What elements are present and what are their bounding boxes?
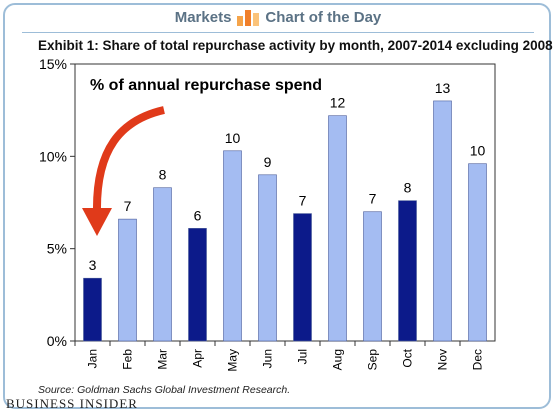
data-label-jul: 7 xyxy=(299,193,307,209)
data-label-aug: 12 xyxy=(330,95,346,111)
bar-dec xyxy=(468,163,487,342)
x-tick-label-mar: Mar xyxy=(156,349,170,370)
data-label-may: 10 xyxy=(225,130,241,146)
x-tick-label-apr: Apr xyxy=(191,349,205,368)
y-tick-label-15: 15% xyxy=(39,56,67,72)
x-tick-label-nov: Nov xyxy=(436,349,450,370)
chart-annotation: % of annual repurchase spend xyxy=(90,77,322,94)
chart-header: Markets Chart of the Day xyxy=(0,6,556,28)
bar-may xyxy=(223,150,242,342)
pointer-arrow xyxy=(92,106,165,213)
plot-area xyxy=(74,63,496,342)
bar-jul xyxy=(293,213,312,342)
publisher-logo: BUSINESS INSIDER xyxy=(6,396,138,412)
x-tick-label-jan: Jan xyxy=(86,349,100,368)
source-note: Source: Goldman Sachs Global Investment … xyxy=(38,384,291,396)
data-label-dec: 10 xyxy=(470,143,486,159)
data-label-jun: 9 xyxy=(264,154,272,170)
bar-sep xyxy=(363,211,382,342)
y-tick-label-0: 0% xyxy=(47,333,67,349)
x-tick-label-aug: Aug xyxy=(331,349,345,370)
bar-mar xyxy=(153,187,172,342)
publisher-name: BUSINESS INSIDER xyxy=(6,396,138,411)
card-frame xyxy=(3,3,551,409)
bar-aug xyxy=(328,115,347,342)
section-label[interactable]: Markets xyxy=(174,8,232,26)
bar-feb xyxy=(118,218,137,342)
bar-jan xyxy=(83,277,102,342)
x-tick-label-sep: Sep xyxy=(366,349,380,371)
y-tick-label-5: 5% xyxy=(47,241,67,257)
data-label-nov: 13 xyxy=(435,80,451,96)
data-label-sep: 7 xyxy=(369,191,377,207)
exhibit-title: Exhibit 1: Share of total repurchase act… xyxy=(38,38,553,53)
bar-apr xyxy=(188,228,207,342)
pointer-arrowhead xyxy=(82,208,112,236)
bar-nov xyxy=(433,100,452,342)
chart-of-the-day-title: Chart of the Day xyxy=(265,8,382,26)
bar-oct xyxy=(398,200,417,342)
x-tick-label-feb: Feb xyxy=(121,349,135,370)
x-tick-label-may: May xyxy=(226,349,240,372)
data-label-oct: 8 xyxy=(404,180,412,196)
header-divider xyxy=(22,32,534,33)
x-tick-label-jun: Jun xyxy=(261,349,275,368)
x-tick-label-jul: Jul xyxy=(296,349,310,364)
data-label-apr: 6 xyxy=(194,207,202,223)
bar-jun xyxy=(258,174,277,342)
x-tick-label-oct: Oct xyxy=(401,348,415,367)
x-tick-label-dec: Dec xyxy=(471,349,485,370)
data-label-jan: 3 xyxy=(89,257,97,273)
data-label-mar: 8 xyxy=(159,167,167,183)
chart-logo-icon xyxy=(237,10,260,26)
y-tick-label-10: 10% xyxy=(39,148,67,164)
data-label-feb: 7 xyxy=(124,198,132,214)
